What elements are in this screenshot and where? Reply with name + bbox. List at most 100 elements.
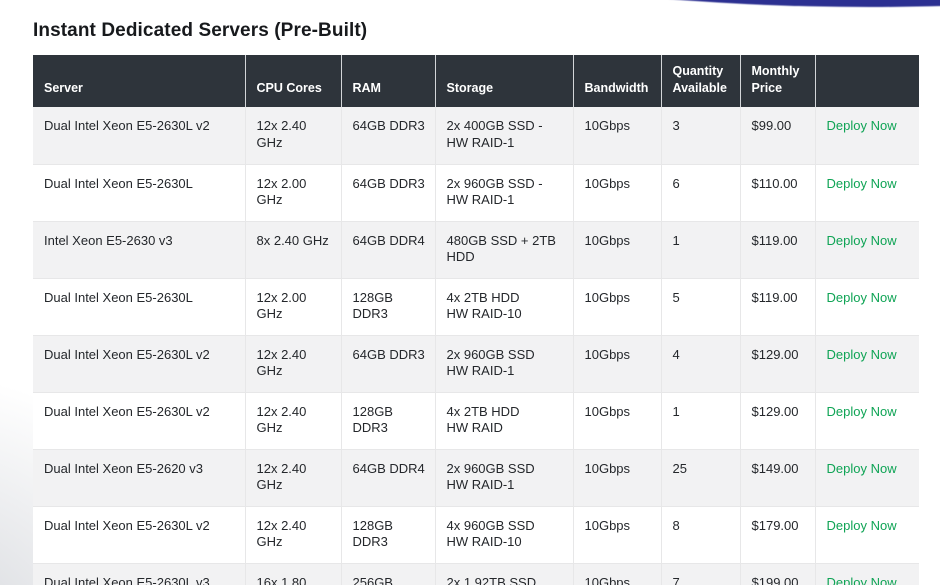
cell-bandwidth: 10Gbps — [572, 506, 661, 564]
cell-quantity: 7 — [660, 563, 740, 585]
col-header-server: Server — [33, 55, 245, 107]
cell-price: $149.00 — [739, 449, 815, 507]
deploy-now-link[interactable]: Deploy Now — [826, 118, 897, 133]
cell-ram: 64GB DDR3 — [340, 335, 435, 393]
cell-ram: 64GB DDR3 — [340, 164, 435, 222]
cell-storage: 2x 400GB SSD - HW RAID-1 — [434, 107, 573, 165]
cell-price: $119.00 — [739, 278, 815, 336]
cell-action: Deploy Now — [814, 506, 919, 564]
cell-server: Dual Intel Xeon E5-2630L v2 — [33, 392, 245, 450]
cell-quantity: 4 — [660, 335, 740, 393]
cell-cpu: 12x 2.00 GHz — [244, 278, 341, 336]
cell-action: Deploy Now — [814, 278, 919, 336]
cell-bandwidth: 10Gbps — [572, 107, 661, 165]
cell-cpu: 12x 2.40 GHz — [244, 449, 341, 507]
cell-cpu: 12x 2.40 GHz — [244, 107, 341, 165]
cell-cpu: 12x 2.40 GHz — [244, 392, 341, 450]
cell-quantity: 1 — [660, 221, 740, 279]
cell-action: Deploy Now — [814, 164, 919, 222]
cell-storage: 4x 960GB SSD HW RAID-10 — [434, 506, 573, 564]
deploy-now-link[interactable]: Deploy Now — [826, 574, 897, 585]
cell-action: Deploy Now — [814, 392, 919, 450]
cell-bandwidth: 10Gbps — [572, 563, 661, 585]
deploy-now-link[interactable]: Deploy Now — [826, 289, 897, 305]
cell-quantity: 25 — [660, 449, 740, 507]
table-row: Dual Intel Xeon E5-2630L v2 12x 2.40 GHz 1… — [33, 392, 919, 450]
servers-table: Server CPU Cores RAM Storage Bandwidth Q… — [33, 55, 919, 585]
cell-storage: 4x 2TB HDD HW RAID — [434, 392, 573, 450]
cell-storage: 480GB SSD + 2TB HDD — [434, 221, 573, 279]
cell-action: Deploy Now — [814, 221, 919, 279]
col-header-ram: RAM — [340, 55, 435, 107]
deploy-now-link[interactable]: Deploy Now — [826, 403, 897, 419]
deploy-now-link[interactable]: Deploy Now — [826, 460, 897, 476]
deploy-now-link[interactable]: Deploy Now — [826, 175, 897, 191]
cell-storage: 2x 960GB SSD HW RAID-1 — [434, 449, 573, 507]
cell-cpu: 8x 2.40 GHz — [244, 221, 341, 279]
cell-cpu: 12x 2.00 GHz — [244, 164, 341, 222]
table-row: Dual Intel Xeon E5-2630L 12x 2.00 GHz 64GB… — [33, 164, 919, 222]
cell-cpu: 16x 1.80 — [244, 563, 341, 585]
deploy-now-link[interactable]: Deploy Now — [826, 346, 897, 362]
col-header-cpu-cores: CPU Cores — [244, 55, 341, 107]
cell-price: $129.00 — [739, 335, 815, 393]
deploy-now-link[interactable]: Deploy Now — [826, 232, 897, 248]
table-row: Dual Intel Xeon E5-2630L v3 16x 1.80 256GB… — [33, 563, 919, 585]
cell-quantity: 8 — [660, 506, 740, 564]
cell-cpu: 12x 2.40 GHz — [244, 506, 341, 564]
cell-server: Dual Intel Xeon E5-2630L — [33, 278, 245, 336]
table-row: Intel Xeon E5-2630 v3 8x 2.40 GHz 64GB DDR… — [33, 221, 919, 279]
deploy-now-link[interactable]: Deploy Now — [826, 517, 897, 533]
cell-action: Deploy Now — [814, 107, 919, 165]
cell-storage: 2x 960GB SSD - HW RAID-1 — [434, 164, 573, 222]
cell-bandwidth: 10Gbps — [572, 449, 661, 507]
cell-price: $199.00 — [739, 563, 815, 585]
cell-bandwidth: 10Gbps — [572, 335, 661, 393]
cell-ram: 128GB DDR3 — [340, 506, 435, 564]
cell-server: Dual Intel Xeon E5-2630L — [33, 164, 245, 222]
cell-ram: 256GB — [340, 563, 435, 585]
cell-server: Intel Xeon E5-2630 v3 — [33, 221, 245, 279]
col-header-monthly-price: Monthly Price — [739, 55, 815, 107]
cell-price: $99.00 — [739, 107, 815, 165]
cell-quantity: 6 — [660, 164, 740, 222]
col-header-storage: Storage — [434, 55, 573, 107]
cell-ram: 128GB DDR3 — [340, 392, 435, 450]
cell-bandwidth: 10Gbps — [572, 392, 661, 450]
table-row: Dual Intel Xeon E5-2620 v3 12x 2.40 GHz 64… — [33, 449, 919, 507]
table-row: Dual Intel Xeon E5-2630L v2 12x 2.40 GHz 6… — [33, 107, 919, 165]
cell-action: Deploy Now — [814, 335, 919, 393]
cell-ram: 64GB DDR3 — [340, 107, 435, 165]
cell-server: Dual Intel Xeon E5-2630L v2 — [33, 107, 245, 165]
cell-server: Dual Intel Xeon E5-2620 v3 — [33, 449, 245, 507]
cell-ram: 128GB DDR3 — [340, 278, 435, 336]
cell-quantity: 3 — [660, 107, 740, 165]
table-row: Dual Intel Xeon E5-2630L v2 12x 2.40 GHz 6… — [33, 335, 919, 393]
table-row: Dual Intel Xeon E5-2630L v2 12x 2.40 GHz 1… — [33, 506, 919, 564]
cell-server: Dual Intel Xeon E5-2630L v2 — [33, 506, 245, 564]
cell-storage: 4x 2TB HDD HW RAID-10 — [434, 278, 573, 336]
col-header-bandwidth: Bandwidth — [572, 55, 661, 107]
col-header-quantity-available: Quantity Available — [660, 55, 740, 107]
cell-price: $110.00 — [739, 164, 815, 222]
cell-price: $179.00 — [739, 506, 815, 564]
cell-bandwidth: 10Gbps — [572, 221, 661, 279]
cell-action: Deploy Now — [814, 449, 919, 507]
cell-storage: 2x 1.92TB SSD — [434, 563, 573, 585]
cell-server: Dual Intel Xeon E5-2630L v2 — [33, 335, 245, 393]
cell-ram: 64GB DDR4 — [340, 449, 435, 507]
cell-quantity: 1 — [660, 392, 740, 450]
cell-price: $119.00 — [739, 221, 815, 279]
page-title: Instant Dedicated Servers (Pre-Built) — [33, 20, 368, 41]
decorative-navy-curve — [241, 0, 940, 7]
table-header-row: Server CPU Cores RAM Storage Bandwidth Q… — [33, 55, 919, 107]
col-header-action — [814, 55, 919, 107]
cell-bandwidth: 10Gbps — [572, 164, 661, 222]
cell-action: Deploy Now — [814, 563, 919, 585]
cell-price: $129.00 — [739, 392, 815, 450]
cell-quantity: 5 — [660, 278, 740, 336]
cell-ram: 64GB DDR4 — [340, 221, 435, 279]
table-row: Dual Intel Xeon E5-2630L 12x 2.00 GHz 128G… — [33, 278, 919, 336]
cell-server: Dual Intel Xeon E5-2630L v3 — [33, 563, 245, 585]
